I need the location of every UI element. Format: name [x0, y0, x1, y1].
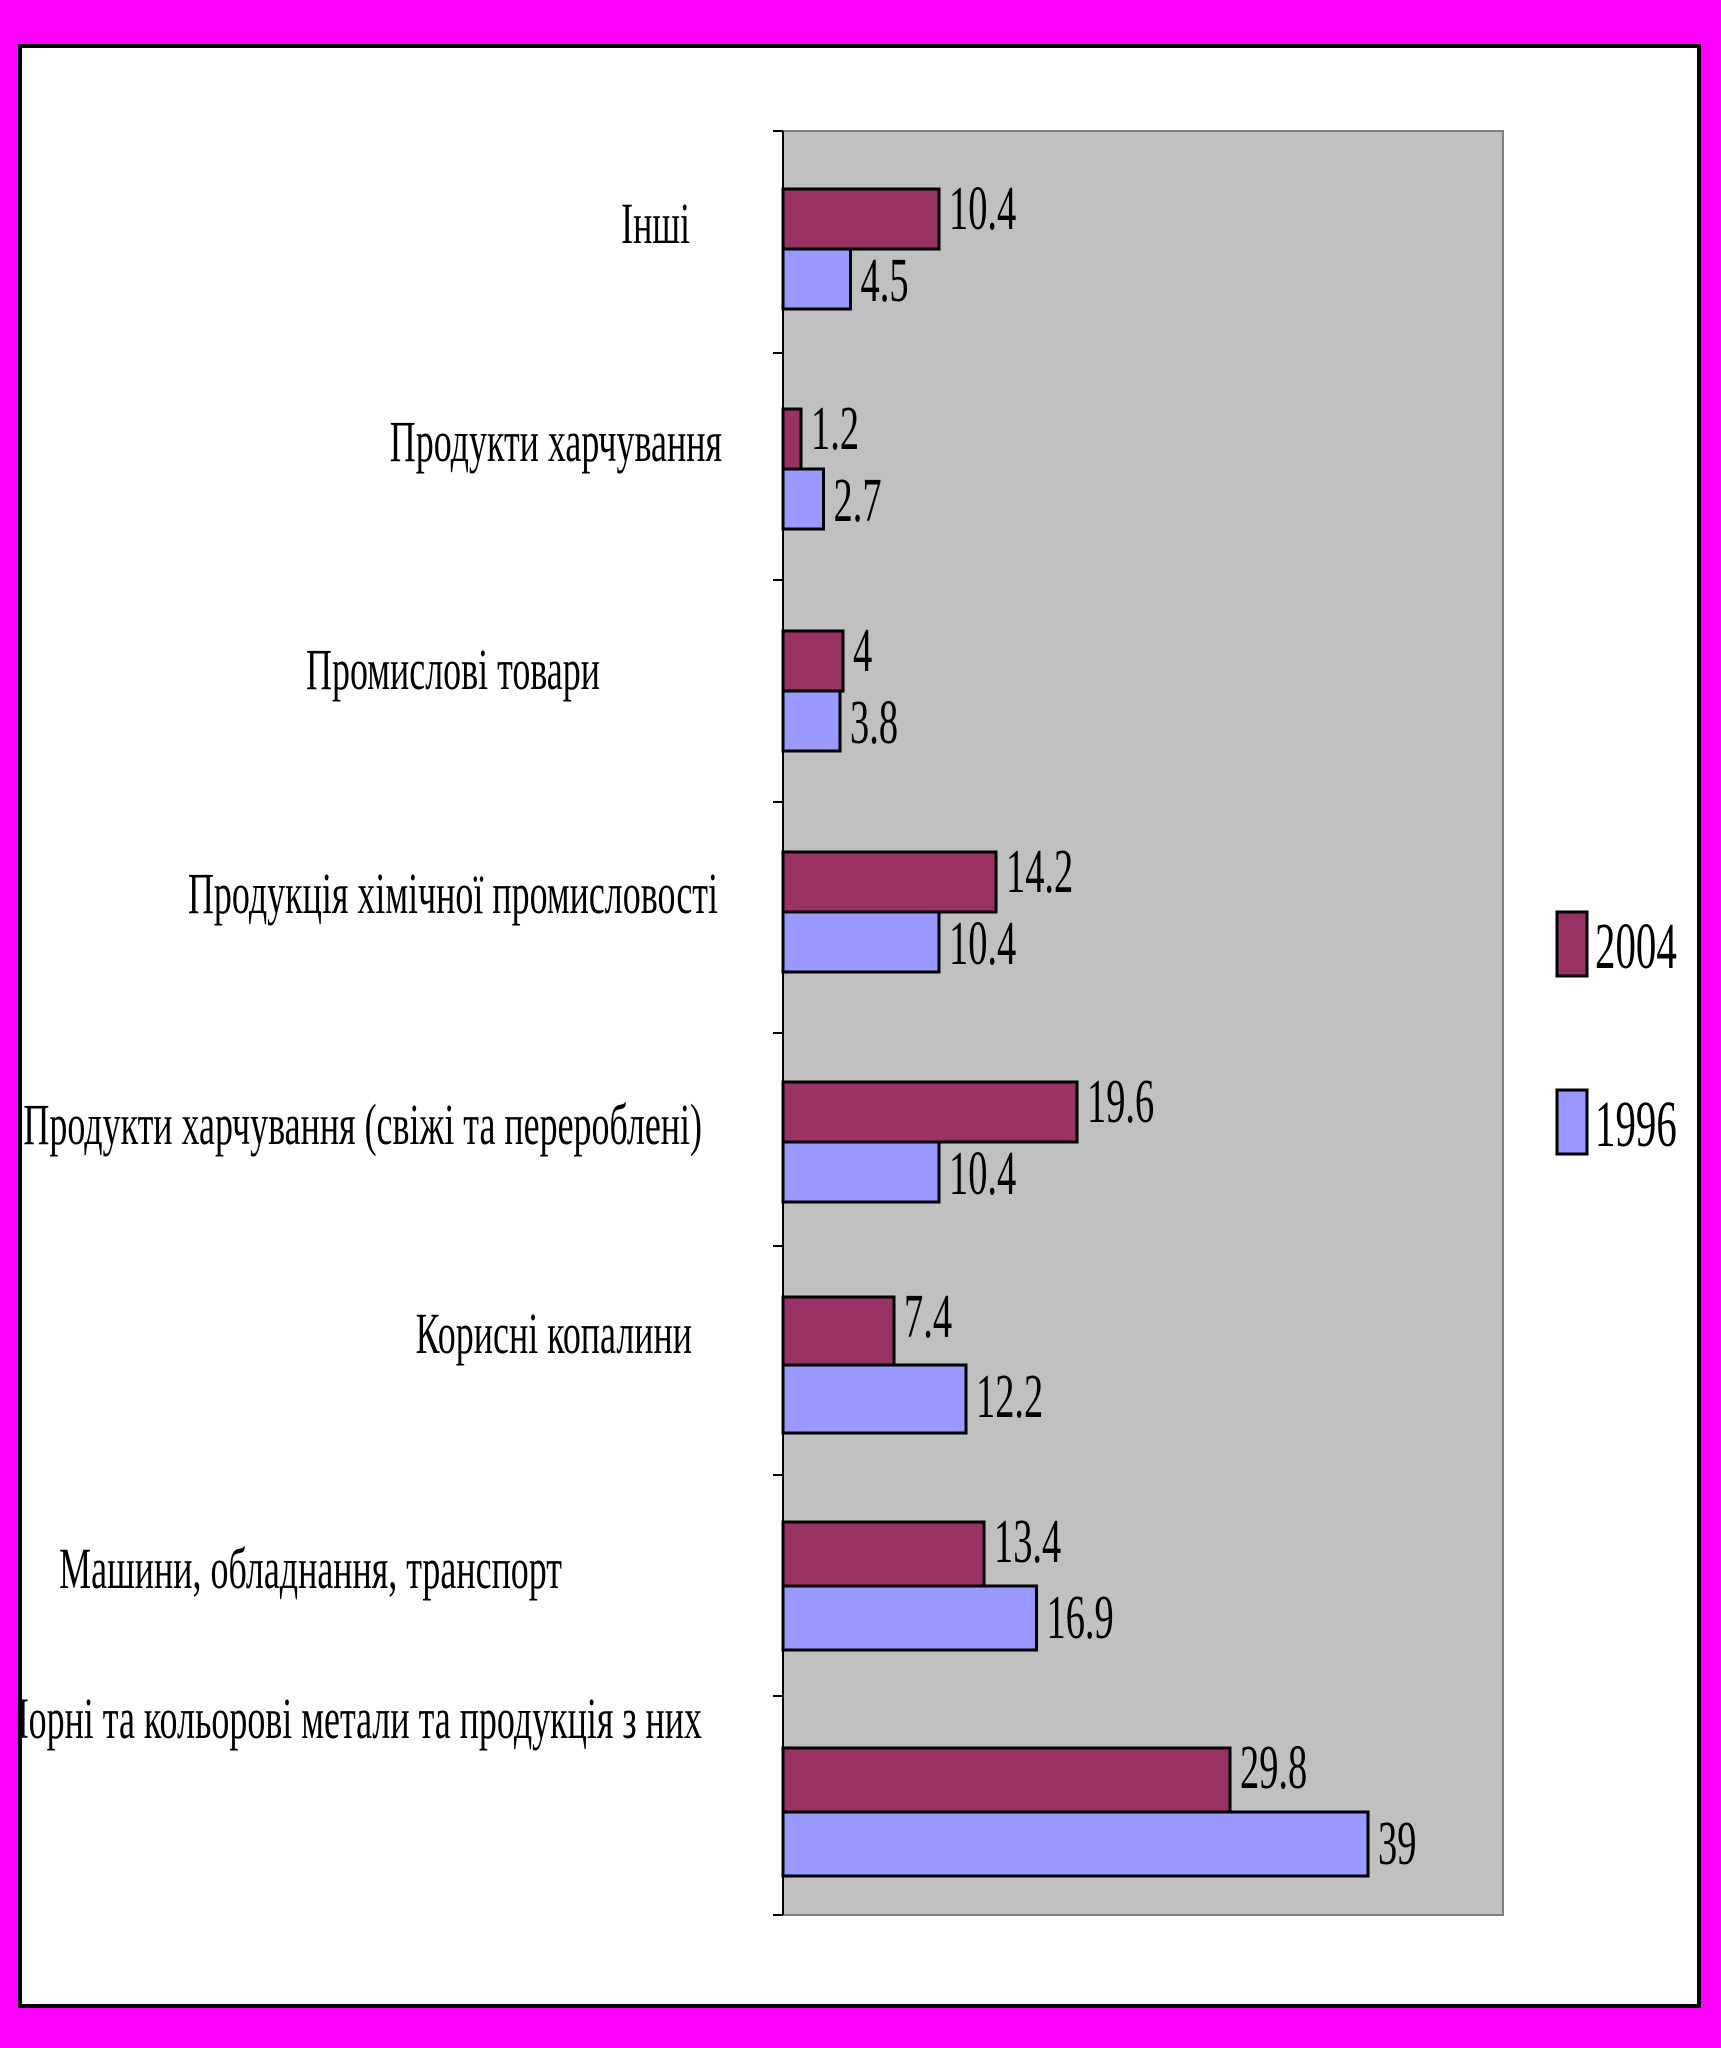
category-label: Інші [621, 193, 690, 257]
data-label-1996: 10.4 [949, 910, 1016, 979]
bar-1996 [781, 689, 842, 753]
bar-2004 [781, 407, 803, 471]
bar-2004 [781, 187, 941, 251]
category-label: Продукція хімічної промисловості [188, 863, 718, 927]
data-label-2004: 1.2 [811, 395, 859, 464]
data-label-2004: 13.4 [994, 1508, 1061, 1577]
legend: 2004 1996 [1555, 909, 1677, 1160]
data-label-2004: 19.6 [1087, 1068, 1154, 1137]
bar-2004 [781, 629, 845, 693]
bar-2004 [781, 850, 998, 914]
data-label-2004: 10.4 [949, 175, 1016, 244]
category-label: Продукти харчування [390, 411, 722, 475]
data-label-2004: 29.8 [1240, 1734, 1307, 1803]
bar-series [781, 187, 1370, 1878]
data-labels: 10.44.51.22.743.814.210.419.610.47.412.2… [811, 175, 1416, 1879]
category-label: Продукти харчування (свіжі та перероблен… [23, 1094, 702, 1158]
chart-frame: Інші Продукти харчування Промислові товари… [18, 44, 1701, 2008]
bar-2004 [781, 1295, 896, 1367]
bar-1996 [781, 1363, 968, 1435]
data-label-1996: 2.7 [834, 467, 882, 536]
bar-2004 [781, 1746, 1232, 1814]
legend-swatch [1555, 910, 1589, 978]
data-label-1996: 3.8 [850, 689, 898, 758]
data-label-1996: 10.4 [949, 1140, 1016, 1209]
category-label: Чорні та кольорові метали та продукція з… [22, 1688, 702, 1752]
data-label-1996: 12.2 [976, 1363, 1043, 1432]
bar-2004 [781, 1080, 1079, 1144]
bar-1996 [781, 1810, 1370, 1878]
category-axis-ticks [773, 130, 783, 1916]
bar-1996 [781, 910, 941, 974]
bar-1996 [781, 1140, 941, 1204]
legend-swatch [1555, 1088, 1589, 1156]
data-label-2004: 14.2 [1006, 838, 1073, 907]
data-label-1996: 39 [1378, 1810, 1416, 1879]
bar-1996 [781, 247, 852, 311]
legend-label: 2004 [1595, 909, 1677, 982]
category-label: Машини, обладнання, транспорт [59, 1538, 562, 1602]
legend-label: 1996 [1595, 1087, 1677, 1160]
bar-1996 [781, 1584, 1038, 1652]
bar-chart: Інші Продукти харчування Промислові товари… [22, 130, 1677, 1916]
data-label-1996: 4.5 [861, 247, 909, 316]
data-label-2004: 4 [853, 617, 872, 686]
bar-2004 [781, 1520, 986, 1588]
category-label: Корисні копалини [416, 1303, 692, 1367]
bar-1996 [781, 467, 825, 531]
category-label: Промислові товари [306, 639, 600, 703]
category-labels: Інші Продукти харчування Промислові товари… [22, 193, 722, 1752]
data-label-2004: 7.4 [904, 1283, 952, 1352]
data-label-1996: 16.9 [1047, 1584, 1114, 1653]
